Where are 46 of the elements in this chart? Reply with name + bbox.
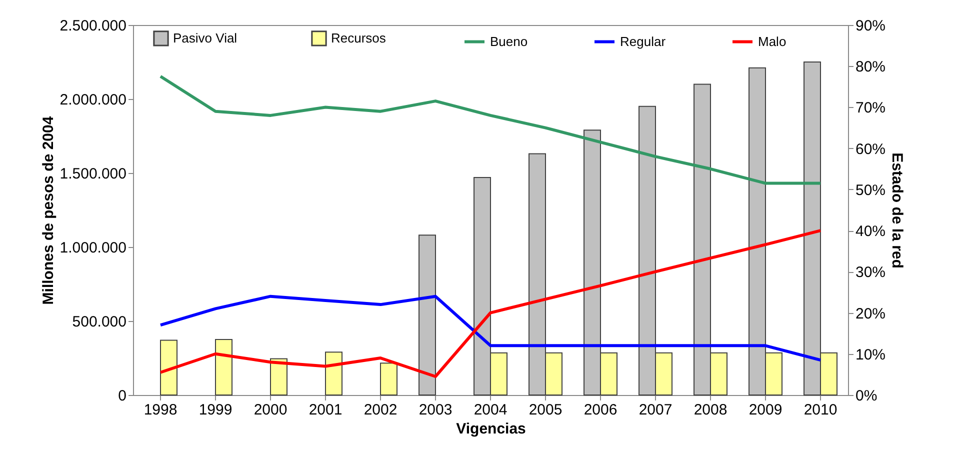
y2-tick-label: 20% (856, 305, 886, 322)
legend-label: Malo (758, 34, 786, 49)
line-series (159, 74, 822, 185)
y-tick-label: 500.000 (72, 314, 126, 330)
y-tick-label: 2.000.000 (60, 92, 126, 108)
y-tick-label: 0 (118, 388, 126, 404)
y-tick-label: 1.000.000 (60, 240, 126, 256)
x-tick-label: 2009 (748, 402, 782, 418)
x-tick-label: 2008 (694, 402, 728, 418)
x-axis-title: Vigencias (456, 420, 526, 438)
x-tick-label: 2004 (474, 402, 508, 418)
bar (325, 352, 342, 396)
y2-tick-label: 70% (856, 100, 886, 117)
x-tick-label: 2000 (254, 402, 288, 418)
y2-tick-label: 50% (856, 182, 886, 199)
y-tick-label: 2.500.000 (60, 18, 126, 34)
x-tick-label: 2001 (308, 402, 342, 418)
y2-tick-label: 90% (856, 18, 886, 34)
bar (418, 234, 436, 396)
bar (380, 362, 398, 396)
y-axis-title: Millones de pesos de 2004 (40, 116, 57, 305)
line-series (159, 229, 822, 378)
y2-tick-label: 40% (856, 223, 886, 240)
x-tick-label: 1999 (198, 402, 232, 418)
legend-label: Pasivo Vial (173, 30, 238, 46)
x-tick-label: 2005 (528, 402, 562, 418)
y2-tick-label: 30% (856, 264, 886, 282)
x-tick-label: 2010 (804, 402, 838, 418)
x-tick-label: 2003 (418, 402, 452, 418)
y2-tick-label: 10% (856, 346, 886, 364)
y2-tick-label: 60% (856, 140, 886, 158)
x-tick-label: 1998 (144, 402, 178, 418)
y2-tick-label: 0% (856, 388, 878, 404)
bar (270, 358, 288, 396)
x-tick-label: 2006 (584, 402, 618, 418)
legend-label: Bueno (490, 34, 528, 49)
y2-tick-label: 80% (856, 58, 886, 76)
bar (160, 340, 178, 396)
line-series (159, 294, 822, 362)
legend-label: Recursos (331, 30, 386, 46)
x-tick-label: 2002 (364, 402, 398, 418)
bar (215, 339, 232, 396)
legend-label: Regular (620, 34, 666, 49)
y-tick-label: 1.500.000 (60, 166, 126, 182)
x-tick-label: 2007 (638, 402, 672, 418)
y2-axis-title: Estado de la red (888, 152, 906, 268)
